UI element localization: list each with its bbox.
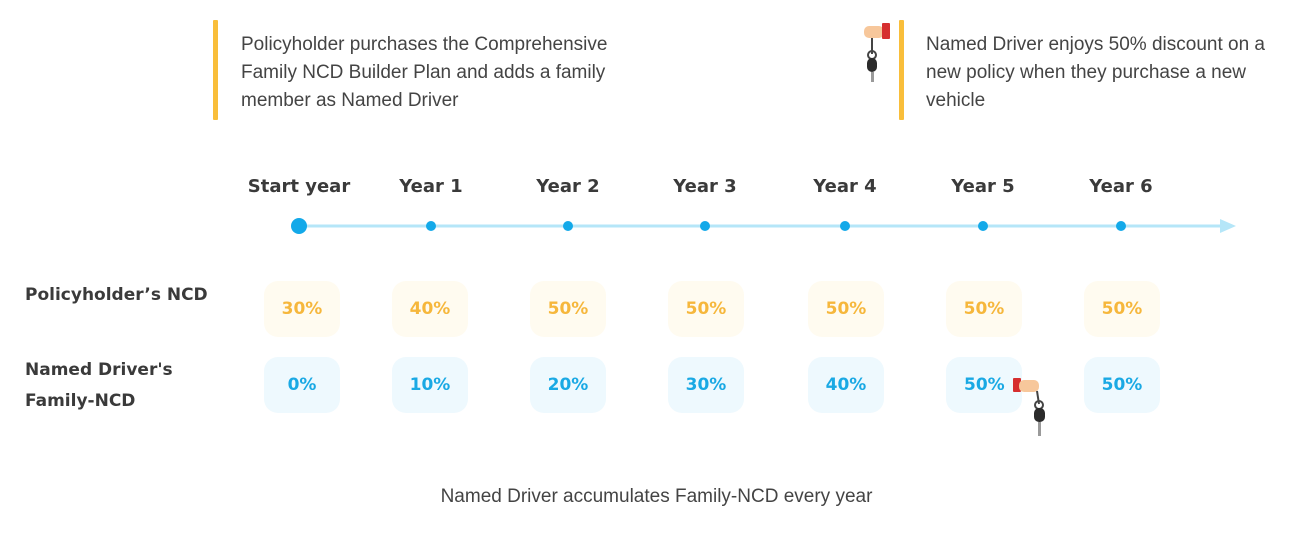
timeline-dot-year-3 xyxy=(700,221,710,231)
year-label-3: Year 3 xyxy=(673,176,737,197)
note-left-accent-bar xyxy=(213,20,218,120)
timeline-dot-start xyxy=(291,218,307,234)
note-left-text: Policyholder purchases the Comprehensive… xyxy=(241,31,607,115)
note-left-line-2: Family NCD Builder Plan and adds a famil… xyxy=(241,62,606,83)
named-driver-ncd-year-4: 40% xyxy=(808,357,884,413)
timeline-dot-year-4 xyxy=(840,221,850,231)
named-driver-ncd-year-6: 50% xyxy=(1084,357,1160,413)
policyholder-ncd-year-5: 50% xyxy=(946,281,1022,337)
year-label-4: Year 4 xyxy=(813,176,877,197)
timeline-dot-year-2 xyxy=(563,221,573,231)
diagram-caption: Named Driver accumulates Family-NCD ever… xyxy=(440,486,873,507)
note-right-line-3: vehicle xyxy=(926,90,986,111)
timeline-dot-year-1 xyxy=(426,221,436,231)
note-left-line-3: member as Named Driver xyxy=(241,90,459,111)
named-driver-ncd-year-5: 50% xyxy=(946,357,1022,413)
note-right-line-2: new policy when they purchase a new xyxy=(926,62,1247,83)
policyholder-ncd-year-4: 50% xyxy=(808,281,884,337)
timeline-dot-year-5 xyxy=(978,221,988,231)
named-driver-ncd-start: 0% xyxy=(264,357,340,413)
policyholder-ncd-label: Policyholder’s NCD xyxy=(25,280,208,311)
policyholder-ncd-start: 30% xyxy=(264,281,340,337)
named-driver-ncd-year-1: 10% xyxy=(392,357,468,413)
year-label-start: Start year xyxy=(247,176,351,197)
named-driver-ncd-label: Named Driver's Family-NCD xyxy=(25,355,173,417)
policyholder-ncd-year-1: 40% xyxy=(392,281,468,337)
year-label-2: Year 2 xyxy=(536,176,600,197)
year-label-5: Year 5 xyxy=(951,176,1015,197)
year-label-1: Year 1 xyxy=(399,176,463,197)
note-left-line-1: Policyholder purchases the Comprehensive xyxy=(241,34,608,55)
note-right-text: Named Driver enjoys 50% discount on a ne… xyxy=(926,31,1265,115)
policyholder-ncd-year-2: 50% xyxy=(530,281,606,337)
policyholder-ncd-year-6: 50% xyxy=(1084,281,1160,337)
car-key-icon xyxy=(1013,378,1045,436)
timeline-dot-year-6 xyxy=(1116,221,1126,231)
named-driver-ncd-label-line-1: Named Driver's xyxy=(25,360,173,380)
named-driver-ncd-year-3: 30% xyxy=(668,357,744,413)
year-label-6: Year 6 xyxy=(1089,176,1153,197)
policyholder-ncd-year-3: 50% xyxy=(668,281,744,337)
note-right-line-1: Named Driver enjoys 50% discount on a xyxy=(926,34,1266,55)
policyholder-ncd-label-line-1: Policyholder’s NCD xyxy=(25,285,208,305)
hand-holding-car-key-icon xyxy=(864,23,890,82)
named-driver-ncd-label-line-2: Family-NCD xyxy=(25,391,136,411)
note-right-accent-bar xyxy=(899,20,904,120)
named-driver-ncd-year-2: 20% xyxy=(530,357,606,413)
timeline-arrowhead xyxy=(1220,219,1236,233)
